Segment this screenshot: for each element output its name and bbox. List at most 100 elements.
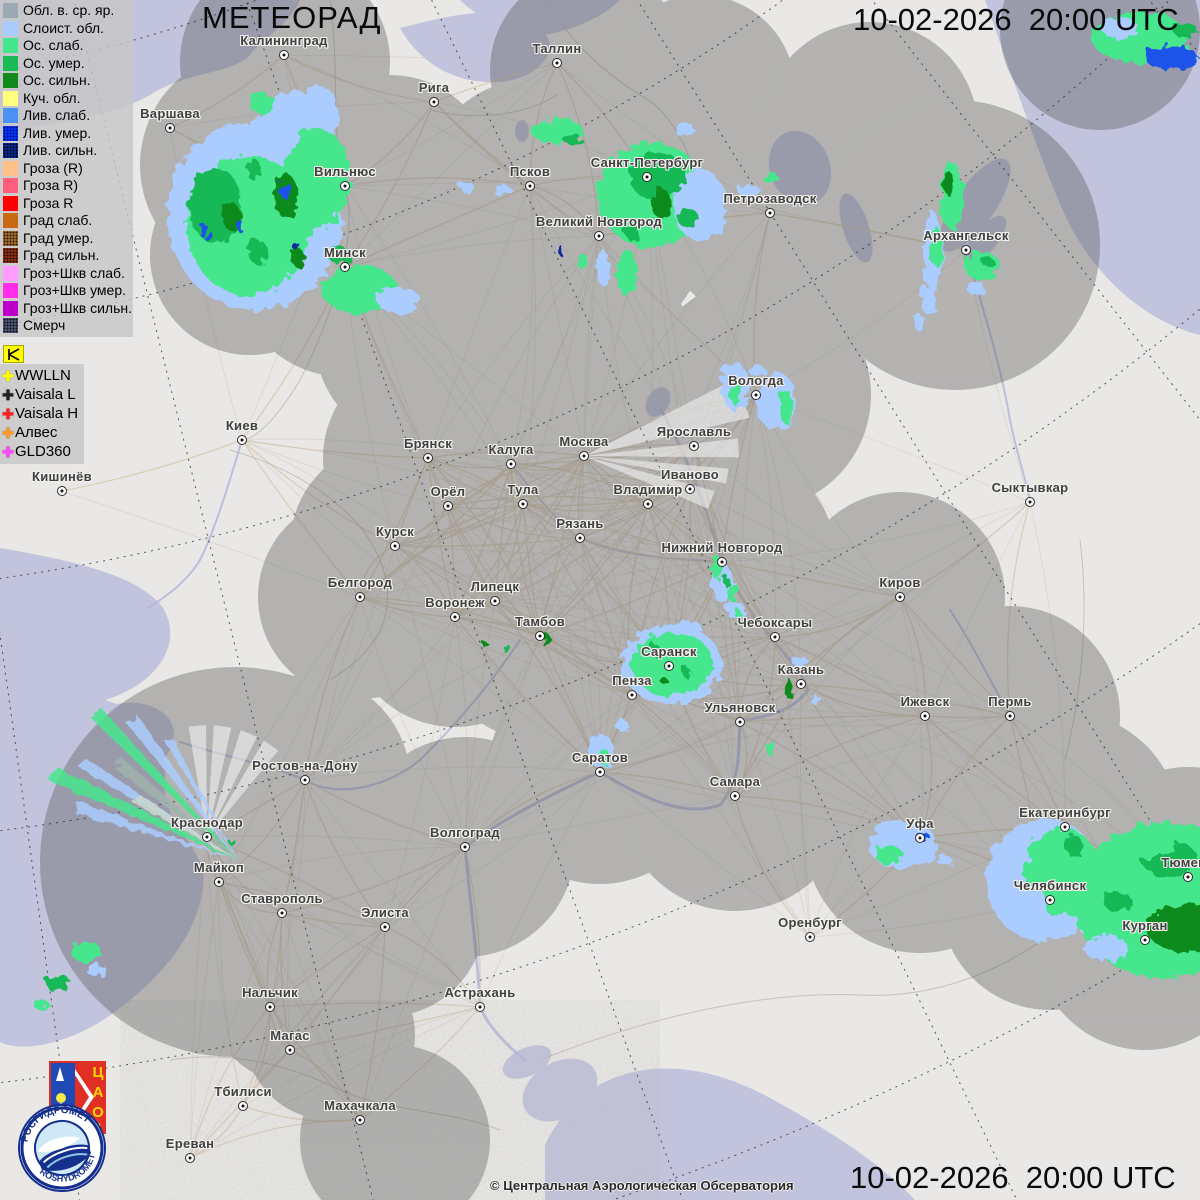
city-marker — [751, 390, 761, 400]
legend-swatch — [3, 248, 18, 264]
lightning-row: ✚ WWLLN — [1, 366, 78, 385]
legend-label: Гроз+Шкв слаб. — [23, 264, 125, 281]
legend-label: Обл. в. ср. яр. — [23, 2, 115, 19]
city-label: Ростов-на-Дону — [252, 758, 358, 773]
legend-swatch — [3, 160, 18, 176]
city-marker — [340, 262, 350, 272]
legend-swatch — [3, 300, 18, 316]
city-label: Курган — [1122, 918, 1168, 933]
legend-row: Смерч — [3, 317, 133, 335]
city-marker — [380, 922, 390, 932]
city-marker — [895, 592, 905, 602]
city-label: Воронеж — [425, 595, 485, 610]
city-label: Кишинёв — [32, 469, 92, 484]
lightning-label: Vaisala H — [15, 405, 79, 422]
city-marker — [796, 679, 806, 689]
city-marker — [765, 208, 775, 218]
city-label: Казань — [777, 662, 825, 677]
legend-label: Гроза R) — [23, 177, 79, 194]
city-marker — [664, 661, 674, 671]
legend-label: Лив. слаб. — [23, 107, 91, 124]
city-marker — [429, 97, 439, 107]
city-marker — [237, 435, 247, 445]
city-marker — [214, 877, 224, 887]
legend-row: Гроз+Шкв слаб. — [3, 265, 133, 283]
city-label: Рязань — [556, 516, 604, 531]
city-label: Петрозаводск — [723, 191, 817, 206]
legend-row: Ос. умер. — [3, 55, 133, 73]
legend-swatch — [3, 178, 18, 194]
city-label: Саратов — [571, 750, 629, 765]
lightning-cross-icon: ✚ — [2, 386, 14, 403]
legend-label: Гроз+Шкв умер. — [23, 282, 127, 299]
city-marker — [490, 596, 500, 606]
city-marker — [518, 499, 528, 509]
legend-row: Ос. сильн. — [3, 72, 133, 90]
caucasus-terrain — [120, 1000, 660, 1200]
legend-label: Куч. обл. — [23, 89, 81, 106]
city-label: Челябинск — [1013, 878, 1087, 893]
city-label: Махачкала — [324, 1098, 396, 1113]
svg-text:О: О — [92, 1104, 104, 1121]
lightning-legend: ✚ WWLLN ✚ Vaisala L ✚ Vaisala H ✚ Алвес ✚ GLD360 — [0, 364, 85, 464]
legend-label: Гроза (R) — [23, 159, 83, 176]
city-label: Архангельск — [923, 228, 1009, 243]
city-marker — [277, 908, 287, 918]
city-marker — [185, 1153, 195, 1163]
legend-swatch — [3, 283, 18, 299]
lightning-cross-icon: ✚ — [2, 443, 14, 460]
legend-swatch — [3, 3, 18, 19]
city-marker — [460, 842, 470, 852]
city-marker — [717, 557, 727, 567]
city-label: Калуга — [488, 442, 534, 457]
city-marker — [735, 717, 745, 727]
city-marker — [594, 231, 604, 241]
legend-swatch — [3, 55, 18, 71]
city-marker — [643, 499, 653, 509]
copyright: © Центральная Аэрологическая Обсерватори… — [490, 1178, 794, 1193]
city-label: Краснодар — [170, 815, 244, 830]
lightning-label: GLD360 — [15, 443, 71, 460]
city-label: Ульяновск — [704, 700, 776, 715]
city-marker — [355, 592, 365, 602]
city-label: Ставрополь — [241, 891, 323, 906]
city-marker — [1005, 711, 1015, 721]
city-marker — [915, 833, 925, 843]
city-marker — [202, 832, 212, 842]
legend-row: Куч. обл. — [3, 90, 133, 108]
city-label: Астрахань — [444, 985, 516, 1000]
legend-swatch — [3, 213, 18, 229]
city-marker — [805, 932, 815, 942]
city-label: Курск — [375, 524, 415, 539]
roshydromet-logo: РОСГИДРОМЕТ ROSHYDROMET — [12, 1095, 108, 1199]
city-label: Вологда — [728, 373, 784, 388]
city-label: Тюмень — [1161, 855, 1200, 870]
city-marker — [1060, 822, 1070, 832]
lightning-label: Алвес — [15, 424, 58, 441]
city-label: Владимир — [613, 482, 683, 497]
city-label: Пермь — [988, 694, 1032, 709]
city-label: Екатеринбург — [1019, 805, 1111, 820]
city-marker — [689, 441, 699, 451]
city-label: Тбилиси — [214, 1084, 272, 1099]
legend-label: Ос. слаб. — [23, 37, 84, 54]
lightning-cross-icon: ✚ — [2, 405, 14, 422]
city-label: Оренбург — [778, 915, 842, 930]
city-label: Великий Новгород — [535, 214, 663, 229]
legend-swatch — [3, 90, 18, 106]
legend-label: Гроз+Шкв сильн. — [23, 299, 132, 316]
city-label: Пенза — [612, 673, 652, 688]
city-label: Санкт-Петербург — [590, 155, 704, 170]
precip-legend: Обл. в. ср. яр. Слоист. обл. Ос. слаб. Ос. … — [0, 0, 133, 337]
city-label: Варшава — [140, 106, 200, 121]
city-label: Киев — [225, 418, 259, 433]
legend-row: Обл. в. ср. яр. — [3, 2, 133, 20]
legend-swatch — [3, 265, 18, 281]
city-marker — [1140, 935, 1150, 945]
city-label: Нижний Новгород — [661, 540, 783, 555]
city-label: Тула — [507, 482, 539, 497]
city-marker — [238, 1101, 248, 1111]
city-label: Брянск — [403, 436, 453, 451]
city-label: Тамбов — [514, 614, 566, 629]
